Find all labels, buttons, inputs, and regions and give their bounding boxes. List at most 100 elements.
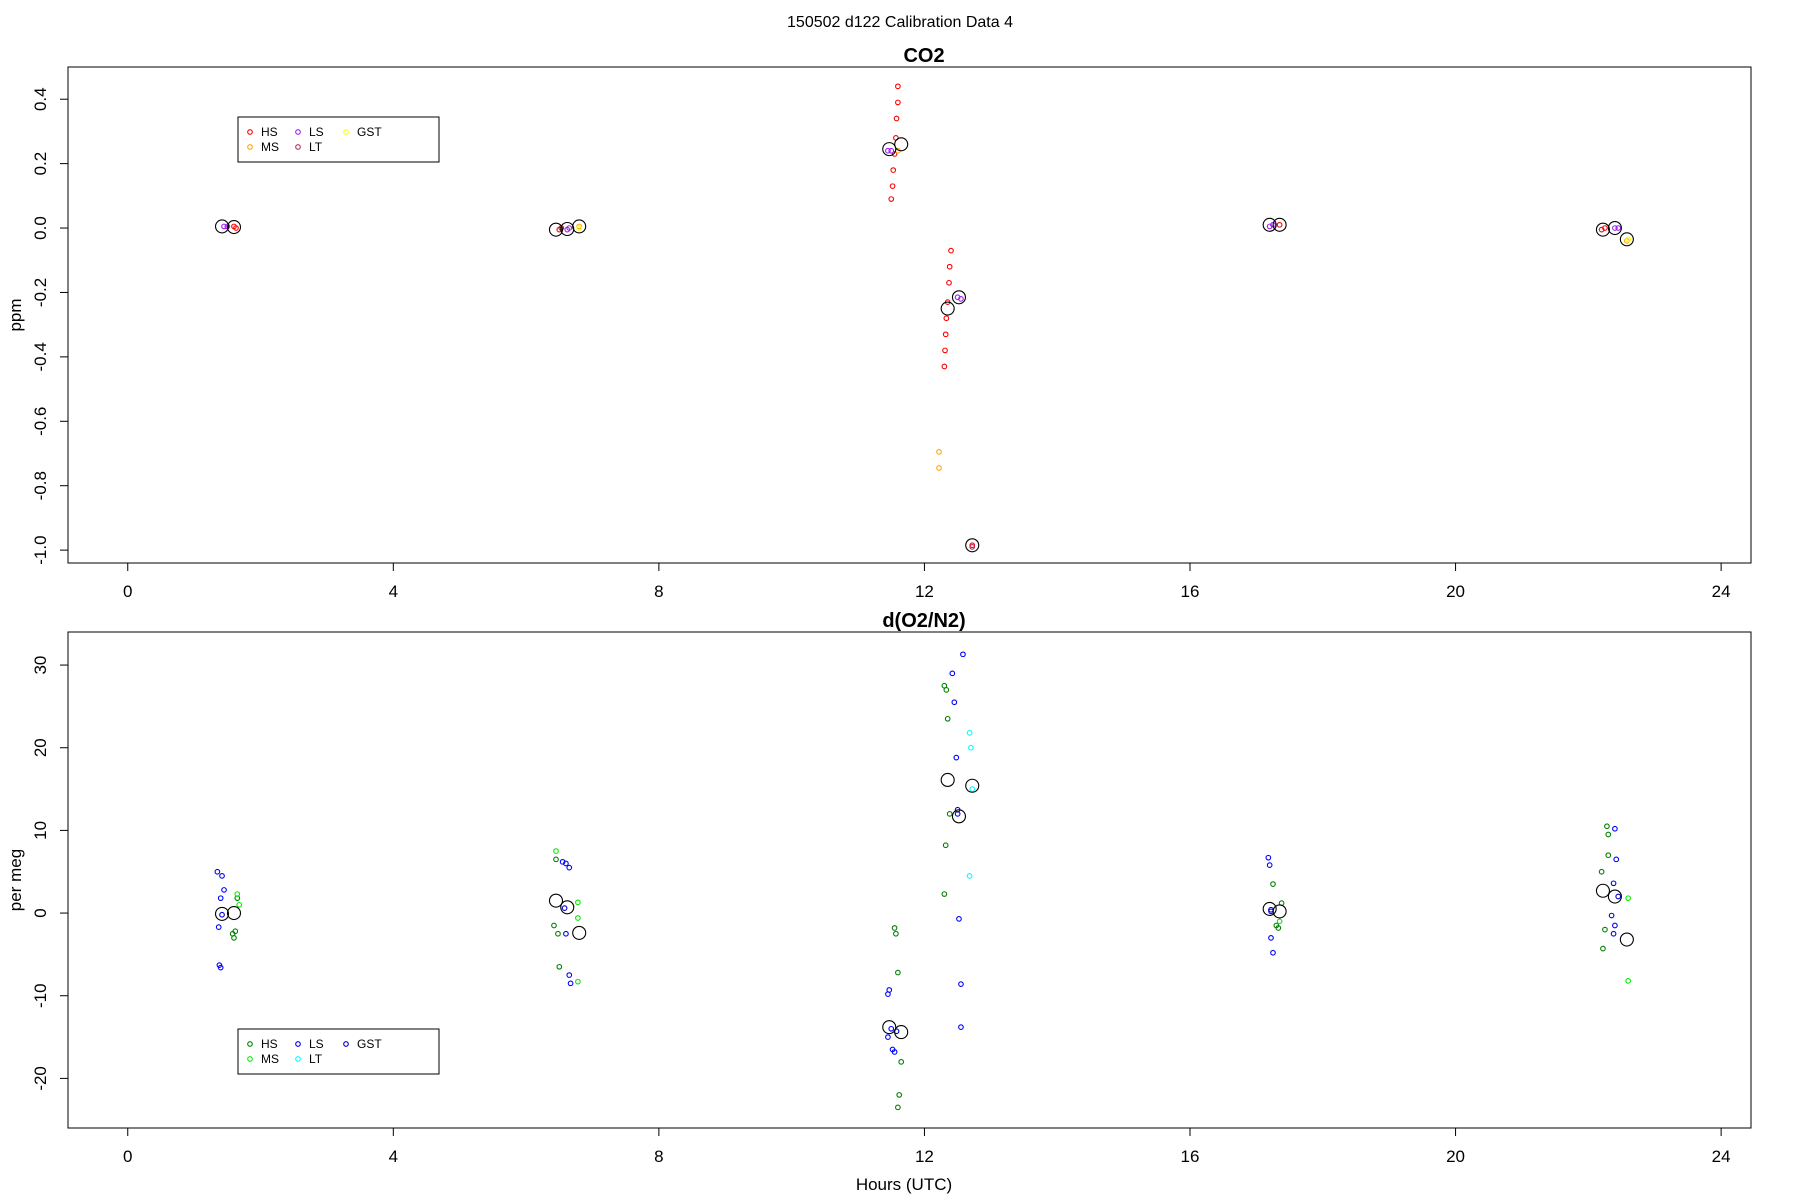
co2-x-axis: 0 4 8 12 16 20 24 <box>123 562 1731 601</box>
o2n2-legend-marker-ms <box>247 1056 253 1062</box>
co2-ylabel: ppm <box>6 298 25 331</box>
co2-y-tick-label: -0.4 <box>31 342 50 371</box>
co2-point-lt <box>969 544 976 550</box>
co2-legend-label-lt: LT <box>309 140 323 154</box>
o2n2-mean-marker <box>1619 932 1634 947</box>
o2n2-point-hs <box>896 1092 903 1098</box>
o2n2-point-ls <box>566 864 573 871</box>
o2n2-y-axis: 30 20 10 0 -10 -20 <box>31 656 69 1091</box>
co2-mean-marker <box>214 219 230 234</box>
co2-y-tick-label: -0.2 <box>31 278 50 307</box>
co2-mean-marker <box>572 219 587 234</box>
co2-point-hs <box>946 263 953 270</box>
o2n2-point-gst <box>219 911 225 918</box>
o2n2-point-ls <box>885 1034 891 1040</box>
co2-mean-marker <box>226 220 242 235</box>
o2n2-point-ls <box>886 987 893 993</box>
o2n2-point-ms <box>575 978 581 985</box>
co2-mean-marker <box>1619 232 1634 247</box>
o2n2-mean-marker <box>1607 889 1622 904</box>
co2-y-tick-label: -0.6 <box>31 407 50 436</box>
o2n2-x-tick-label: 4 <box>389 1147 398 1166</box>
co2-point-hs <box>895 99 901 106</box>
co2-point-ls <box>1612 225 1618 231</box>
o2n2-point-hs <box>895 969 901 976</box>
co2-legend-marker-gst <box>343 129 349 135</box>
o2n2-point-hs <box>232 928 239 935</box>
o2n2-point-ls <box>563 860 569 867</box>
o2n2-point-ls <box>217 964 224 971</box>
o2n2-x-tick-label: 24 <box>1712 1147 1731 1166</box>
o2n2-point-ls <box>891 1049 898 1055</box>
co2-y-tick-label: -0.8 <box>31 471 50 500</box>
co2-point-hs <box>942 347 948 354</box>
o2n2-point-ls <box>958 981 964 988</box>
co2-point-gst <box>576 225 583 231</box>
co2-legend-marker-ms <box>247 144 253 150</box>
o2n2-ylabel: per meg <box>6 849 25 911</box>
co2-mean-marker <box>965 538 980 553</box>
co2-x-tick-label: 0 <box>123 582 132 601</box>
o2n2-point-hs <box>944 715 951 722</box>
co2-mean-marker <box>1272 217 1287 232</box>
o2n2-point-hs <box>553 856 559 863</box>
co2-legend-box <box>237 116 440 163</box>
co2-point-ls <box>958 296 964 302</box>
o2n2-point-ms <box>236 901 243 908</box>
o2n2-point-lt <box>966 873 973 879</box>
o2n2-mean-marker <box>572 925 587 940</box>
o2n2-y-tick-label: -10 <box>31 983 50 1008</box>
o2n2-point-hs <box>891 925 898 931</box>
co2-legend-label-hs: HS <box>261 125 278 139</box>
co2-mean-markers <box>214 137 1634 553</box>
o2n2-legend-box <box>237 1028 440 1075</box>
co2-x-tick-label: 16 <box>1181 582 1200 601</box>
co2-point-hs <box>943 315 950 322</box>
co2-point-ls <box>566 225 573 231</box>
co2-point-hs <box>895 83 901 90</box>
o2n2-point-hs <box>895 1104 901 1111</box>
o2n2-point-ls <box>1612 825 1618 832</box>
co2-y-tick-label: 0.0 <box>31 216 50 240</box>
o2n2-mean-marker <box>1272 904 1287 919</box>
o2n2-x-tick-label: 8 <box>654 1147 663 1166</box>
o2n2-point-hs <box>1600 945 1606 952</box>
co2-y-axis: 0.4 0.2 0.0 -0.2 -0.4 -0.6 -0.8 -1.0 <box>31 87 69 565</box>
o2n2-point-lt <box>969 786 976 792</box>
o2n2-y-tick-label: 30 <box>31 656 50 675</box>
co2-mean-marker <box>882 142 897 157</box>
o2n2-point-ms <box>1625 895 1632 902</box>
o2n2-x-axis: 0 4 8 12 16 20 24 <box>123 1127 1731 1166</box>
o2n2-point-ls <box>567 980 574 987</box>
o2n2-mean-marker <box>214 906 230 921</box>
o2n2-point-ls <box>563 930 569 937</box>
o2n2-legend-marker-ls <box>295 1041 301 1047</box>
o2n2-point-ls <box>221 887 227 893</box>
co2-x-tick-label: 8 <box>654 582 663 601</box>
figure-suptitle: 150502 d122 Calibration Data 4 <box>787 14 1013 31</box>
co2-y-tick-label: -1.0 <box>31 535 50 564</box>
o2n2-point-ls <box>215 924 222 930</box>
co2-point-hs <box>888 196 895 202</box>
o2n2-point-hs <box>1605 852 1612 859</box>
co2-point-hs <box>948 247 954 254</box>
o2n2-point-hs <box>556 963 563 970</box>
o2n2-point-hs <box>1602 926 1608 933</box>
o2n2-point-ls <box>949 670 956 677</box>
co2-mean-marker <box>1262 217 1277 232</box>
co2-mean-marker <box>940 301 955 316</box>
o2n2-point-hs <box>551 922 557 929</box>
o2n2-point-ls <box>1265 854 1272 861</box>
o2n2-mean-marker <box>548 893 564 908</box>
co2-legend-marker-lt <box>295 144 301 150</box>
o2n2-point-hs <box>1598 868 1605 875</box>
o2n2-point-ms <box>575 899 581 906</box>
o2n2-point-ls <box>953 754 960 761</box>
co2-mean-marker <box>1607 220 1622 236</box>
co2-legend-label-ms: MS <box>261 140 279 154</box>
co2-y-tick-label: 0.2 <box>31 152 50 176</box>
o2n2-point-ls <box>219 873 225 879</box>
o2n2-point-ls <box>1608 912 1615 919</box>
